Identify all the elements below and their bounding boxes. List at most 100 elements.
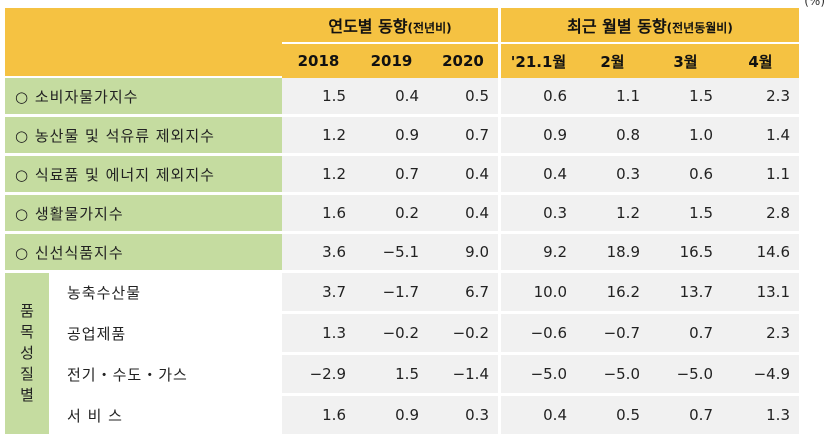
table-cell: 10.0: [498, 273, 576, 314]
table-cell: 3.6: [282, 234, 355, 273]
table-cell: 0.4: [498, 396, 576, 434]
table-cell: 2.3: [722, 78, 799, 117]
table-row: 서 비 스 1.6 0.9 0.3 0.4 0.5 0.7 1.3: [5, 396, 799, 434]
table-row: ○ 생활물가지수 1.6 0.2 0.4 0.3 1.2 1.5 2.8: [5, 195, 799, 234]
group-label-char: 목: [20, 323, 34, 341]
table-cell: 6.7: [428, 273, 498, 314]
table-row: 품 목 성 질 별 농축수산물 3.7 −1.7 6.7 10.0 16.2 13.7 13.1: [5, 273, 799, 434]
header-monthly: 최근 월별 동향(전년동월비): [498, 8, 799, 44]
column-header-row: 2018 2019 2020'21.1월 2월 3월 4월: [5, 44, 799, 78]
table-cell: 3.7: [282, 273, 355, 314]
table-cell: −2.9: [282, 355, 355, 396]
table-cell: −0.6: [498, 314, 576, 355]
table-cell: 0.7: [355, 156, 428, 195]
table-row: 전기・수도・가스 −2.9 1.5 −1.4 −5.0 −5.0 −5.0 −4.9: [5, 355, 799, 396]
table-cell: 0.4: [428, 195, 498, 234]
table-cell: 0.3: [498, 195, 576, 234]
table-cell: 0.4: [355, 78, 428, 117]
column-header: 3월: [649, 44, 722, 78]
group-label-char: 별: [20, 386, 34, 404]
table-cell: 13.7: [649, 273, 722, 314]
subrow-label: 공업제품: [49, 314, 282, 355]
header-yearly: 연도별 동향(전년비): [282, 8, 498, 44]
table-cell: 0.4: [428, 156, 498, 195]
price-index-table: 연도별 동향(전년비) 최근 월별 동향(전년동월비) 2018 2019 2020…: [5, 8, 799, 434]
table-cell: −1.4: [428, 355, 498, 396]
table-cell: 0.2: [355, 195, 428, 234]
subrow-label: 농축수산물: [49, 273, 282, 314]
table-cell: 1.5: [282, 78, 355, 117]
table-cell: 16.5: [649, 234, 722, 273]
table-cell: −1.7: [355, 273, 428, 314]
table-cell: 1.6: [282, 396, 355, 434]
table-cell: 1.5: [355, 355, 428, 396]
table-cell: 1.0: [649, 117, 722, 156]
table-cell: 1.1: [722, 156, 799, 195]
table-cell: 1.1: [576, 78, 649, 117]
group-label-char: 성: [20, 344, 34, 362]
header-monthly-title: 최근 월별 동향: [567, 17, 667, 36]
table-cell: 1.3: [282, 314, 355, 355]
table-cell: 2.8: [722, 195, 799, 234]
table-cell: 0.5: [428, 78, 498, 117]
column-header: 2019: [355, 44, 428, 78]
table-cell: 0.7: [649, 396, 722, 434]
group-label-char: 질: [20, 365, 34, 383]
table-cell: 0.8: [576, 117, 649, 156]
table-row: ○ 농산물 및 석유류 제외지수 1.2 0.9 0.7 0.9 0.8 1.0 1.4: [5, 117, 799, 156]
row-label: ○ 식료품 및 에너지 제외지수: [5, 156, 282, 195]
table-cell: 1.2: [282, 117, 355, 156]
header-yearly-note: (전년비): [407, 21, 452, 35]
table-cell: 1.4: [722, 117, 799, 156]
table-cell: 0.6: [498, 78, 576, 117]
table-row: ○ 소비자물가지수 1.5 0.4 0.5 0.6 1.1 1.5 2.3: [5, 78, 799, 117]
table-cell: 0.9: [498, 117, 576, 156]
table-cell: −5.0: [649, 355, 722, 396]
group-label-char: 품: [20, 302, 34, 320]
table-cell: 1.3: [722, 396, 799, 434]
subrow-label: 전기・수도・가스: [49, 355, 282, 396]
table-cell: 16.2: [576, 273, 649, 314]
table-cell: −0.2: [428, 314, 498, 355]
table-row: 공업제품 1.3 −0.2 −0.2 −0.6 −0.7 0.7 2.3: [5, 314, 799, 355]
table-cell: 0.3: [428, 396, 498, 434]
table-cell: −0.7: [576, 314, 649, 355]
table-cell: −5.1: [355, 234, 428, 273]
table-cell: 0.9: [355, 396, 428, 434]
row-label: ○ 농산물 및 석유류 제외지수: [5, 117, 282, 156]
table-cell: −5.0: [576, 355, 649, 396]
unit-label: (%): [804, 0, 825, 8]
table-row: ○ 신선식품지수 3.6 −5.1 9.0 9.2 18.9 16.5 14.6: [5, 234, 799, 273]
table-cell: 1.2: [282, 156, 355, 195]
row-label: ○ 소비자물가지수: [5, 78, 282, 117]
row-label: ○ 생활물가지수: [5, 195, 282, 234]
table-cell: 1.6: [282, 195, 355, 234]
table-cell: −4.9: [722, 355, 799, 396]
column-header: 2018: [282, 44, 355, 78]
table-cell: 0.9: [355, 117, 428, 156]
table-cell: 9.0: [428, 234, 498, 273]
table-cell: 0.5: [576, 396, 649, 434]
header-corner: [5, 8, 282, 78]
column-header: 2020: [428, 44, 498, 78]
table-row: ○ 식료품 및 에너지 제외지수 1.2 0.7 0.4 0.4 0.3 0.6 1.1: [5, 156, 799, 195]
table-cell: 13.1: [722, 273, 799, 314]
table-cell: 0.6: [649, 156, 722, 195]
table-cell: 14.6: [722, 234, 799, 273]
subrow-label: 서 비 스: [49, 396, 282, 434]
table-cell: 1.5: [649, 195, 722, 234]
table-cell: 0.3: [576, 156, 649, 195]
table-cell: 9.2: [498, 234, 576, 273]
table-cell: 0.7: [428, 117, 498, 156]
table-cell: 18.9: [576, 234, 649, 273]
column-header: '21.1월: [498, 44, 576, 78]
table-cell: 0.4: [498, 156, 576, 195]
column-header: 2월: [576, 44, 649, 78]
table-cell: −5.0: [498, 355, 576, 396]
row-label: ○ 신선식품지수: [5, 234, 282, 273]
table-cell: 1.5: [649, 78, 722, 117]
table-cell: 2.3: [722, 314, 799, 355]
table-cell: 0.7: [649, 314, 722, 355]
table-cell: 1.2: [576, 195, 649, 234]
